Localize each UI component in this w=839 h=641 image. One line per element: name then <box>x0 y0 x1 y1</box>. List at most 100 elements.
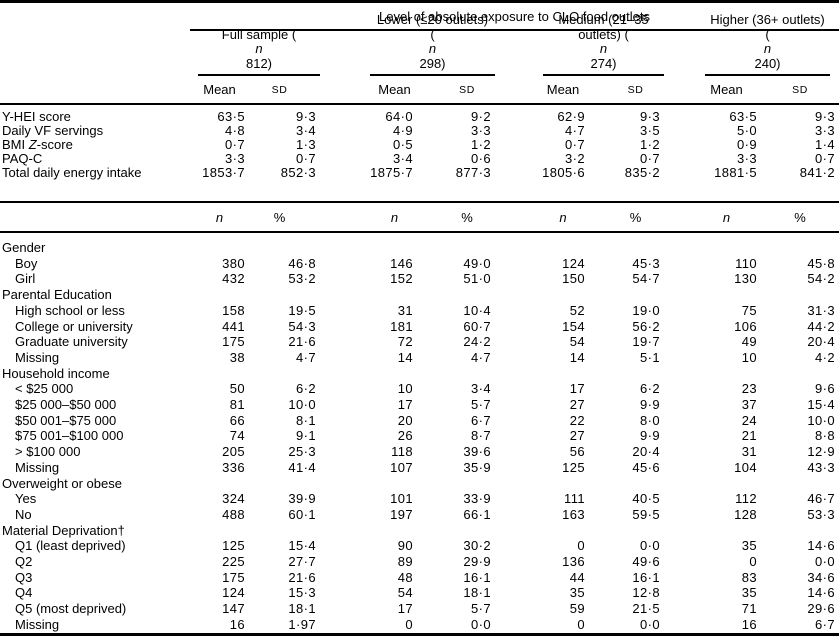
table-row: < $25 000 50 6·2 10 3·4 17 6·2 23 9·6 <box>0 381 839 397</box>
value-cell: 0·9 <box>737 137 757 152</box>
table-row: Boy 380 46·8 146 49·0 124 45·3 110 45·8 <box>0 256 839 272</box>
value-cell: 45·6 <box>632 459 660 475</box>
value-cell <box>320 232 417 256</box>
row-label: $75 001–$100 000 <box>15 428 124 444</box>
value-cell: 17 <box>397 397 413 413</box>
value-cell: 71 <box>741 601 757 617</box>
value-cell: 1·4 <box>815 137 836 152</box>
row-label: Parental Education <box>2 287 112 303</box>
value-cell <box>589 523 664 539</box>
value-cell: 4·7 <box>471 349 491 365</box>
value-cell: 19·0 <box>632 302 660 318</box>
row-label: Missing <box>15 349 60 365</box>
value-cell: 9·3 <box>640 109 660 124</box>
value-cell: 35 <box>741 585 757 601</box>
group-full-sample: Full sample (n 812) <box>190 27 320 76</box>
value-cell: 34·6 <box>807 569 836 585</box>
value-cell: 125 <box>222 538 245 554</box>
table-row: Material Deprivation† <box>0 523 839 539</box>
table-row: Q5 (most deprived) 147 18·1 17 5·7 59 21·5 71 29… <box>0 601 839 617</box>
value-cell: 175 <box>222 334 245 350</box>
value-cell <box>320 287 417 303</box>
value-cell: 3·3 <box>737 151 757 166</box>
value-cell: 49·6 <box>632 554 660 570</box>
table-row: > $100 000 205 25·3 118 39·6 56 20·4 31 12·9 <box>0 444 839 460</box>
table-row: $50 001–$75 000 66 8·1 20 6·7 22 8·0 24 10·0 <box>0 413 839 429</box>
pct-header: % <box>761 202 839 233</box>
value-cell: 128 <box>734 506 757 522</box>
value-cell: 0 <box>577 538 585 554</box>
value-cell: 24·2 <box>463 334 491 350</box>
value-cell: 3·2 <box>565 151 585 166</box>
value-cell: 835·2 <box>624 165 660 180</box>
value-cell: 0·0 <box>815 554 836 570</box>
value-cell: 197 <box>390 506 413 522</box>
value-cell: 9·9 <box>640 397 660 413</box>
value-cell: 0·0 <box>589 616 664 636</box>
value-cell: 29·6 <box>807 601 836 617</box>
value-cell: 112 <box>735 491 757 507</box>
value-cell: 20·4 <box>807 334 836 350</box>
value-cell: 27 <box>569 428 585 444</box>
value-cell: 21·5 <box>632 601 660 617</box>
table-row: PAQ-C 3·3 0·7 3·4 0·6 3·2 0·7 3·3 0·7 <box>0 152 839 166</box>
value-cell <box>417 287 495 303</box>
value-cell <box>190 476 249 492</box>
row-label: Material Deprivation† <box>2 522 125 538</box>
value-cell: 54·2 <box>807 271 836 287</box>
value-cell: 8·0 <box>640 412 660 428</box>
table-row: Q2 225 27·7 89 29·9 136 49·6 0 0·0 <box>0 554 839 570</box>
value-cell: 46·7 <box>807 491 836 507</box>
value-cell: 0 <box>749 554 757 570</box>
value-cell <box>417 523 495 539</box>
value-cell: 380 <box>222 255 245 271</box>
value-cell <box>495 232 589 256</box>
value-cell: 35·9 <box>463 459 491 475</box>
value-cell: 14 <box>397 349 413 365</box>
row-label: $50 001–$75 000 <box>15 412 117 428</box>
value-cell: 35 <box>569 585 585 601</box>
value-cell: 0·7 <box>640 151 660 166</box>
value-cell <box>589 287 664 303</box>
n-header: n <box>320 202 417 233</box>
value-cell: 26 <box>397 428 413 444</box>
value-cell: 130 <box>734 271 757 287</box>
value-cell: 488 <box>222 506 245 522</box>
value-cell <box>761 476 839 492</box>
value-cell <box>495 523 589 539</box>
value-cell: 841·2 <box>799 165 836 180</box>
value-cell: 205 <box>222 444 245 460</box>
value-cell <box>249 523 320 539</box>
value-cell: 16 <box>664 616 761 636</box>
table-row: College or university 441 54·3 181 60·7 154 56… <box>0 319 839 335</box>
value-cell: 89 <box>397 554 413 570</box>
value-cell: 124 <box>562 255 585 271</box>
value-cell <box>417 476 495 492</box>
value-cell: 27 <box>569 397 585 413</box>
table-row: Q1 (least deprived) 125 15·4 90 30·2 0 0·0 35 14… <box>0 538 839 554</box>
value-cell <box>589 366 664 382</box>
value-cell: 163 <box>562 506 585 522</box>
value-cell: 0·7 <box>296 151 316 166</box>
value-cell <box>320 476 417 492</box>
value-cell: 66·1 <box>463 506 491 522</box>
value-cell: 0 <box>320 616 417 636</box>
value-cell <box>495 366 589 382</box>
table-row: Q4 124 15·3 54 18·1 35 12·8 35 14·6 <box>0 585 839 601</box>
value-cell: 152 <box>390 271 413 287</box>
value-cell <box>417 366 495 382</box>
value-cell: 125 <box>562 459 585 475</box>
section-divider <box>0 180 839 203</box>
value-cell <box>761 523 839 539</box>
value-cell: 3·3 <box>471 123 491 138</box>
value-cell: 14·6 <box>807 585 836 601</box>
value-cell: 124 <box>222 585 245 601</box>
value-cell: 6·2 <box>640 381 660 397</box>
table-row: Parental Education <box>0 287 839 303</box>
spanner-row: Level of absolute exposure to CLO food o… <box>0 0 839 31</box>
sd-header: SD <box>417 76 495 105</box>
value-cell: 59 <box>569 601 585 617</box>
value-cell: 54 <box>397 585 413 601</box>
group-label-medium: Medium (21–35 outlets) (n 274) <box>543 12 664 76</box>
value-cell <box>190 287 249 303</box>
